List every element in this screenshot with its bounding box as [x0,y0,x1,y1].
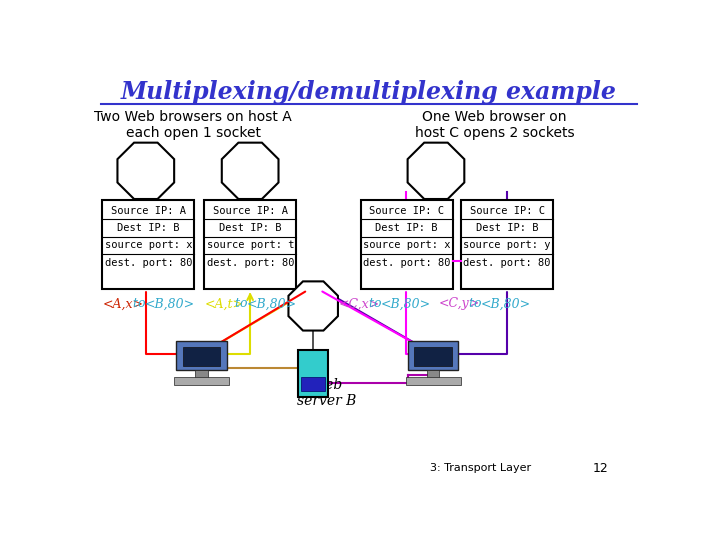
Polygon shape [289,281,338,330]
FancyBboxPatch shape [176,341,227,370]
Text: <A,x>: <A,x> [102,298,143,310]
Text: dest. port: 80: dest. port: 80 [363,258,451,268]
Text: 12: 12 [593,462,608,475]
Text: source port: t: source port: t [207,240,294,251]
Text: source port: x: source port: x [104,240,192,251]
Text: Dest IP: B: Dest IP: B [117,224,179,233]
FancyBboxPatch shape [174,377,229,385]
FancyBboxPatch shape [102,200,194,289]
FancyBboxPatch shape [204,200,297,289]
Text: source port: x: source port: x [363,240,451,251]
FancyBboxPatch shape [405,377,461,385]
Text: <C,x>: <C,x> [338,298,379,310]
Text: Source IP: A: Source IP: A [213,206,288,216]
Text: Multiplexing/demultiplexing example: Multiplexing/demultiplexing example [121,80,617,104]
Text: dest. port: 80: dest. port: 80 [104,258,192,268]
Text: 3: Transport Layer: 3: Transport Layer [431,463,531,473]
FancyBboxPatch shape [301,377,325,391]
FancyBboxPatch shape [427,370,439,379]
FancyBboxPatch shape [414,347,452,366]
Text: <B,80>: <B,80> [381,298,431,310]
Text: <A,t>: <A,t> [204,298,243,310]
Text: <C,y>: <C,y> [438,298,480,310]
Text: to: to [129,298,145,310]
Text: Dest IP: B: Dest IP: B [375,224,438,233]
Text: Source IP: A: Source IP: A [111,206,186,216]
Text: One Web browser on
host C opens 2 sockets: One Web browser on host C opens 2 socket… [415,110,575,140]
Text: source port: y: source port: y [464,240,551,251]
FancyBboxPatch shape [183,347,220,366]
FancyBboxPatch shape [195,370,208,379]
Text: Source IP: C: Source IP: C [369,206,444,216]
Text: dest. port: 80: dest. port: 80 [464,258,551,268]
FancyBboxPatch shape [461,200,553,289]
Text: Two Web browsers on host A
each open 1 socket: Two Web browsers on host A each open 1 s… [94,110,292,140]
Text: <B,80>: <B,80> [145,298,195,310]
FancyBboxPatch shape [297,349,328,397]
Text: Source IP: C: Source IP: C [469,206,544,216]
Text: <B,80>: <B,80> [481,298,531,310]
Text: <B,80>: <B,80> [247,298,297,310]
Text: Dest IP: B: Dest IP: B [219,224,282,233]
Text: Web
server B: Web server B [297,378,357,408]
Text: to: to [231,298,248,310]
Text: Dest IP: B: Dest IP: B [476,224,539,233]
Polygon shape [222,143,279,199]
Text: to: to [365,298,382,310]
FancyBboxPatch shape [361,200,453,289]
FancyBboxPatch shape [408,341,458,370]
Text: to: to [465,298,482,310]
Text: dest. port: 80: dest. port: 80 [207,258,294,268]
Polygon shape [117,143,174,199]
Polygon shape [408,143,464,199]
